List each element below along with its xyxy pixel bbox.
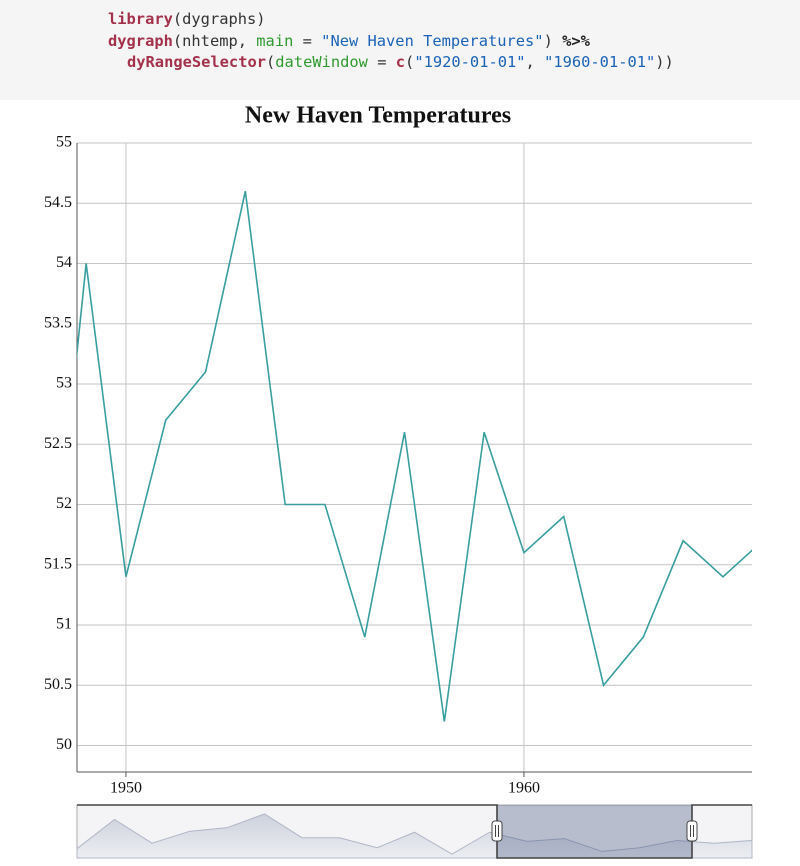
code-line: library(dygraphs) bbox=[108, 9, 800, 31]
code-token: "1960-01-01" bbox=[544, 53, 656, 71]
y-tick-label: 51 bbox=[56, 616, 72, 633]
code-token: , bbox=[525, 53, 545, 71]
code-line: dygraph(nhtemp, main = "New Haven Temper… bbox=[108, 31, 800, 53]
x-tick-label: 1960 bbox=[508, 780, 540, 797]
chart-title: New Haven Temperatures bbox=[245, 103, 511, 129]
code-token: c bbox=[395, 53, 406, 71]
y-tick-label: 50.5 bbox=[44, 676, 72, 693]
code-token: = bbox=[367, 53, 396, 71]
code-token: %>% bbox=[562, 31, 590, 50]
range-window-frame bbox=[77, 804, 752, 859]
range-selector-area bbox=[76, 813, 753, 859]
code-token: ( bbox=[266, 53, 276, 71]
code-token: (dygraphs) bbox=[172, 10, 266, 28]
code-token: ( bbox=[405, 53, 415, 71]
y-tick-label: 53 bbox=[56, 375, 72, 392]
code-token: dateWindow bbox=[275, 53, 368, 71]
range-handle bbox=[491, 820, 503, 842]
y-tick-label: 52.5 bbox=[44, 435, 72, 452]
code-line: dyRangeSelector(dateWindow = c("1920-01-… bbox=[108, 52, 800, 74]
code-token: "1920-01-01" bbox=[414, 53, 526, 71]
code-token: )) bbox=[655, 53, 674, 71]
code-token: (nhtemp, bbox=[172, 31, 257, 50]
code-token: dyRangeSelector bbox=[127, 53, 266, 71]
data-line bbox=[77, 191, 752, 722]
range-window bbox=[497, 805, 692, 858]
code-token: library bbox=[108, 10, 173, 28]
x-tick-label: 1950 bbox=[110, 780, 142, 797]
range-handle bbox=[686, 820, 698, 842]
y-tick-label: 54 bbox=[56, 254, 72, 271]
y-tick-label: 55 bbox=[56, 134, 72, 151]
y-tick-label: 51.5 bbox=[44, 555, 72, 572]
y-tick-label: 50 bbox=[56, 736, 72, 753]
y-tick-label: 54.5 bbox=[44, 194, 72, 211]
code-token: main bbox=[256, 31, 294, 50]
code-token: "New Haven Temperatures" bbox=[321, 31, 544, 50]
chart: New Haven Temperatures 50 50.5 51 51.5 52 52.… bbox=[44, 103, 753, 859]
y-tick-label: 52 bbox=[56, 495, 72, 512]
code-token: dygraph bbox=[108, 31, 173, 50]
code-block: library(dygraphs) dygraph(nhtemp, main = … bbox=[0, 0, 800, 100]
code-token: ) bbox=[543, 31, 563, 50]
y-tick-label: 53.5 bbox=[44, 314, 72, 331]
code-token: = bbox=[293, 31, 322, 50]
